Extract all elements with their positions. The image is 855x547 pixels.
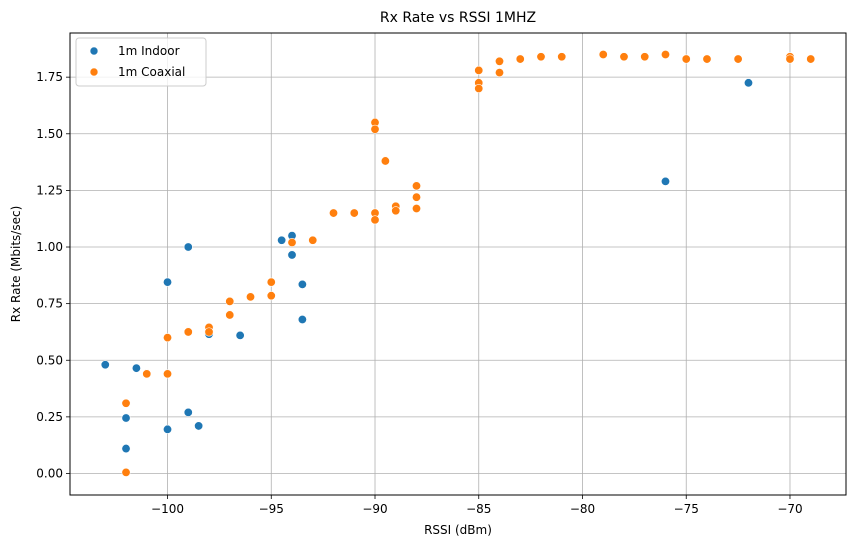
data-point-indoor xyxy=(194,421,204,431)
data-point-indoor xyxy=(743,78,753,88)
x-tick-label: −90 xyxy=(362,502,387,516)
data-point-coaxial xyxy=(806,54,816,64)
x-tick-label: −95 xyxy=(259,502,284,516)
data-point-indoor xyxy=(277,235,287,245)
plot-area-frame xyxy=(69,32,847,496)
data-point-coaxial xyxy=(121,467,131,477)
data-point-indoor xyxy=(297,279,307,289)
data-point-coaxial xyxy=(412,181,422,191)
data-point-coaxial xyxy=(225,296,235,306)
y-tick-label: 0.25 xyxy=(36,410,63,424)
data-point-coaxial xyxy=(412,204,422,214)
y-tick-label: 0.75 xyxy=(36,297,63,311)
y-tick-label: 0.50 xyxy=(36,353,63,367)
data-point-coaxial xyxy=(266,277,276,287)
data-point-indoor xyxy=(121,413,131,423)
x-axis-title: RSSI (dBm) xyxy=(424,523,492,537)
data-point-coaxial xyxy=(308,235,318,245)
data-point-coaxial xyxy=(204,327,214,337)
data-point-coaxial xyxy=(494,56,504,66)
data-point-coaxial xyxy=(163,333,173,343)
x-tick-label: −85 xyxy=(466,502,491,516)
data-point-indoor xyxy=(163,424,173,434)
data-point-coaxial xyxy=(246,292,256,302)
data-point-indoor xyxy=(235,330,245,340)
grid-lines xyxy=(70,33,846,495)
data-point-coaxial xyxy=(370,215,380,225)
data-point-coaxial xyxy=(349,208,359,218)
data-point-coaxial xyxy=(391,206,401,216)
data-point-coaxial xyxy=(619,52,629,62)
chart-title: Rx Rate vs RSSI 1MHZ xyxy=(380,10,536,26)
data-point-indoor xyxy=(131,363,141,373)
data-point-coaxial xyxy=(681,54,691,64)
data-point-indoor xyxy=(100,360,110,370)
data-point-coaxial xyxy=(515,54,525,64)
data-point-coaxial xyxy=(494,68,504,78)
legend-marker-coaxial xyxy=(89,67,99,77)
x-tick-label: −75 xyxy=(674,502,699,516)
data-point-coaxial xyxy=(225,310,235,320)
data-point-coaxial xyxy=(557,52,567,62)
data-point-indoor xyxy=(121,444,131,454)
data-point-coaxial xyxy=(702,54,712,64)
data-point-indoor xyxy=(287,250,297,260)
data-point-coaxial xyxy=(474,65,484,75)
data-point-coaxial xyxy=(660,50,670,60)
data-point-coaxial xyxy=(370,124,380,134)
data-point-coaxial xyxy=(266,291,276,301)
legend-label-coaxial: 1m Coaxial xyxy=(118,65,185,79)
axis-ticks: −100 −95 −90 −85 −80 −75 −70 0.00 0.25 0.50 0.75 1.… xyxy=(36,70,802,516)
data-point-indoor xyxy=(183,407,193,417)
data-point-coaxial xyxy=(380,156,390,166)
data-point-coaxial xyxy=(121,398,131,408)
data-point-coaxial xyxy=(733,54,743,64)
y-tick-label: 1.50 xyxy=(36,127,63,141)
y-tick-label: 1.75 xyxy=(36,70,63,84)
data-points xyxy=(100,50,816,477)
legend-marker-indoor xyxy=(89,46,99,56)
data-point-coaxial xyxy=(329,208,339,218)
legend-label-indoor: 1m Indoor xyxy=(118,44,180,58)
data-point-coaxial xyxy=(163,369,173,379)
data-point-coaxial xyxy=(183,327,193,337)
x-tick-label: −100 xyxy=(151,502,184,516)
data-point-coaxial xyxy=(287,237,297,247)
y-axis-title: Rx Rate (Mbits/sec) xyxy=(9,206,23,322)
data-point-coaxial xyxy=(142,369,152,379)
x-tick-label: −80 xyxy=(570,502,595,516)
legend: 1m Indoor 1m Coaxial xyxy=(75,37,207,87)
data-point-indoor xyxy=(660,176,670,186)
y-tick-label: 0.00 xyxy=(36,466,63,480)
data-point-coaxial xyxy=(474,83,484,93)
data-point-coaxial xyxy=(536,52,546,62)
data-point-indoor xyxy=(163,277,173,287)
y-tick-label: 1.25 xyxy=(36,183,63,197)
data-point-coaxial xyxy=(640,52,650,62)
data-point-coaxial xyxy=(785,54,795,64)
data-point-coaxial xyxy=(598,50,608,60)
data-point-coaxial xyxy=(412,192,422,202)
legend-box xyxy=(75,37,207,87)
x-tick-label: −70 xyxy=(777,502,802,516)
data-point-indoor xyxy=(297,314,307,324)
data-point-indoor xyxy=(183,242,193,252)
y-tick-label: 1.00 xyxy=(36,240,63,254)
